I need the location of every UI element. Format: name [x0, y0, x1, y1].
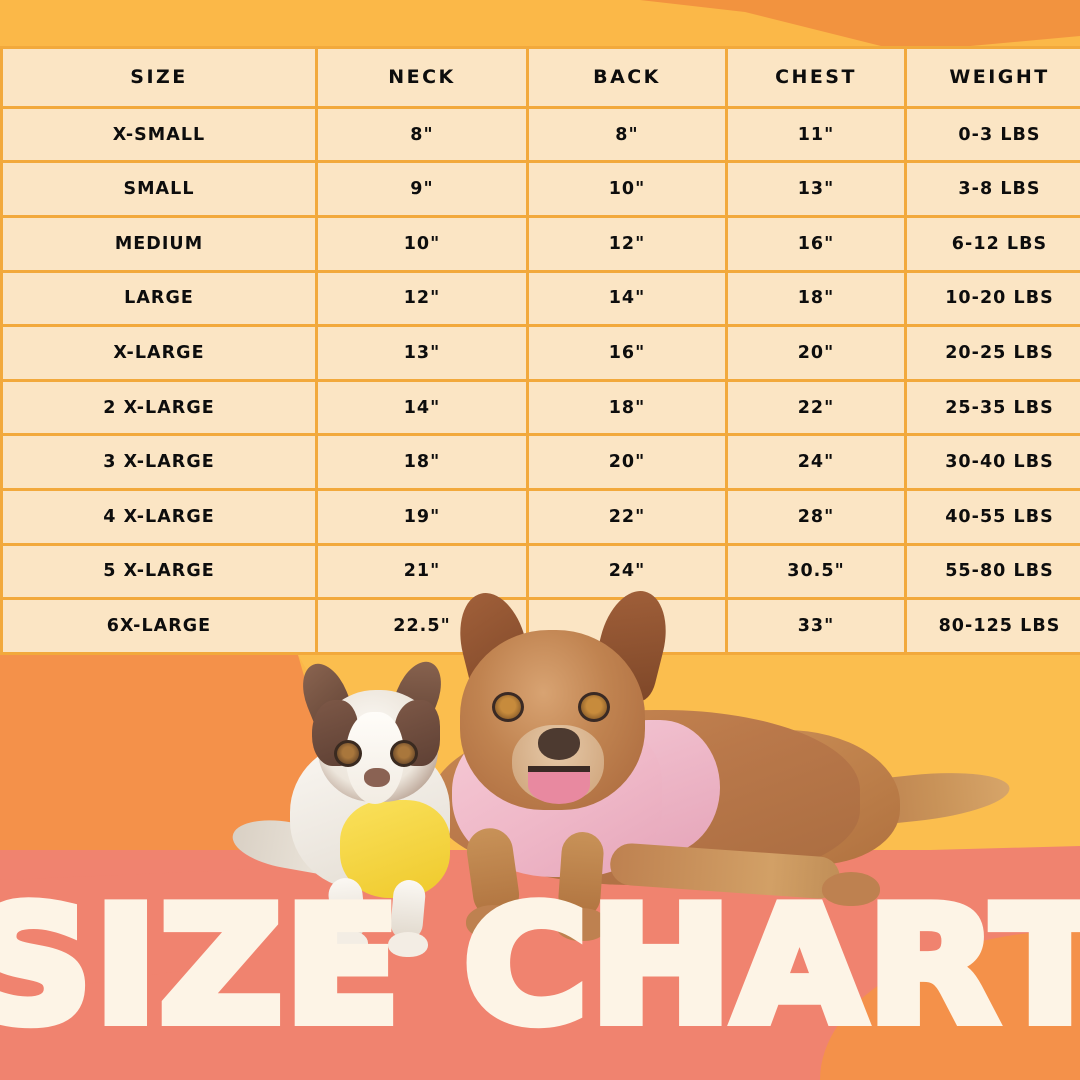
chihuahua-nose: [364, 768, 390, 787]
dogs-photo: [0, 583, 1080, 1020]
column-header-chest: CHEST: [728, 49, 904, 106]
column-header-neck: NECK: [318, 49, 526, 106]
size-name-cell: 3 X-LARGE: [3, 436, 315, 489]
table-row: X-SMALL 8" 8" 11" 0-3 LBS: [3, 108, 1080, 161]
measurement-cell: 22": [728, 381, 904, 434]
measurement-cell: 24": [529, 545, 725, 598]
heeler-eye-right: [578, 692, 610, 722]
measurement-cell: 10-20 LBS: [907, 272, 1080, 325]
measurement-cell: 21": [318, 545, 526, 598]
measurement-cell: 13": [728, 163, 904, 215]
heeler-nose: [538, 728, 580, 760]
measurement-cell: 8": [318, 108, 526, 161]
heeler-paw-left: [466, 905, 520, 939]
measurement-cell: 10": [529, 163, 725, 215]
column-header-weight: WEIGHT: [907, 49, 1080, 106]
chihuahua-paw-left: [326, 930, 368, 956]
measurement-cell: 28": [728, 491, 904, 543]
measurement-cell: 80-125 LBS: [907, 600, 1080, 652]
measurement-cell: 33": [728, 600, 904, 652]
measurement-cell: 20": [728, 327, 904, 379]
measurement-cell: 10": [318, 218, 526, 270]
measurement-cell: 3-8 LBS: [907, 163, 1080, 215]
table-row: SMALL 9" 10" 13" 3-8 LBS: [3, 163, 1080, 215]
table-row: LARGE 12" 14" 18" 10-20 LBS: [3, 272, 1080, 325]
size-name-cell: X-LARGE: [3, 327, 315, 379]
measurement-cell: 16": [529, 327, 725, 379]
chihuahua-eye-left: [334, 740, 362, 767]
measurement-cell: 22": [529, 491, 725, 543]
size-name-cell: SMALL: [3, 163, 315, 215]
measurement-cell: 24": [728, 436, 904, 489]
size-name-cell: 5 X-LARGE: [3, 545, 315, 598]
measurement-cell: 16": [728, 218, 904, 270]
table-row: 3 X-LARGE 18" 20" 24" 30-40 LBS: [3, 436, 1080, 489]
measurement-cell: 8": [529, 108, 725, 161]
measurement-cell: 0-3 LBS: [907, 108, 1080, 161]
measurement-cell: 13": [318, 327, 526, 379]
measurement-cell: 18": [529, 381, 725, 434]
size-name-cell: LARGE: [3, 272, 315, 325]
table-row: 5 X-LARGE 21" 24" 30.5" 55-80 LBS: [3, 545, 1080, 598]
size-name-cell: 6X-LARGE: [3, 600, 315, 652]
measurement-cell: 40-55 LBS: [907, 491, 1080, 543]
measurement-cell: 20": [529, 436, 725, 489]
measurement-cell: 9": [318, 163, 526, 215]
heeler-paw-right: [556, 908, 608, 941]
measurement-cell: 55-80 LBS: [907, 545, 1080, 598]
measurement-cell: 18": [728, 272, 904, 325]
heeler-eye-left: [492, 692, 524, 722]
table-row: 2 X-LARGE 14" 18" 22" 25-35 LBS: [3, 381, 1080, 434]
heeler-paw-extended: [822, 872, 880, 906]
measurement-cell: 30.5": [728, 545, 904, 598]
size-name-cell: MEDIUM: [3, 218, 315, 270]
chihuahua-yellow-shirt: [340, 800, 450, 898]
chihuahua-eye-right: [390, 740, 418, 767]
measurement-cell: 6-12 LBS: [907, 218, 1080, 270]
size-name-cell: X-SMALL: [3, 108, 315, 161]
size-table-container: SIZE NECK BACK CHEST WEIGHT X-SMALL 8" 8" 11" 0-3…: [0, 46, 1080, 655]
measurement-cell: 14": [318, 381, 526, 434]
measurement-cell: 14": [529, 272, 725, 325]
measurement-cell: 30-40 LBS: [907, 436, 1080, 489]
measurement-cell: 12": [318, 272, 526, 325]
chihuahua-paw-right: [388, 932, 428, 957]
page-title: SIZE CHART: [0, 872, 1080, 1059]
measurement-cell: 12": [529, 218, 725, 270]
table-row: X-LARGE 13" 16" 20" 20-25 LBS: [3, 327, 1080, 379]
column-header-back: BACK: [529, 49, 725, 106]
size-name-cell: 2 X-LARGE: [3, 381, 315, 434]
table-row: MEDIUM 10" 12" 16" 6-12 LBS: [3, 218, 1080, 270]
column-header-size: SIZE: [3, 49, 315, 106]
table-row: 4 X-LARGE 19" 22" 28" 40-55 LBS: [3, 491, 1080, 543]
measurement-cell: 20-25 LBS: [907, 327, 1080, 379]
heeler-open-mouth: [528, 766, 590, 804]
measurement-cell: 18": [318, 436, 526, 489]
measurement-cell: 11": [728, 108, 904, 161]
measurement-cell: 25-35 LBS: [907, 381, 1080, 434]
measurement-cell: 19": [318, 491, 526, 543]
table-header-row: SIZE NECK BACK CHEST WEIGHT: [3, 49, 1080, 106]
size-name-cell: 4 X-LARGE: [3, 491, 315, 543]
size-table: SIZE NECK BACK CHEST WEIGHT X-SMALL 8" 8" 11" 0-3…: [0, 46, 1080, 655]
